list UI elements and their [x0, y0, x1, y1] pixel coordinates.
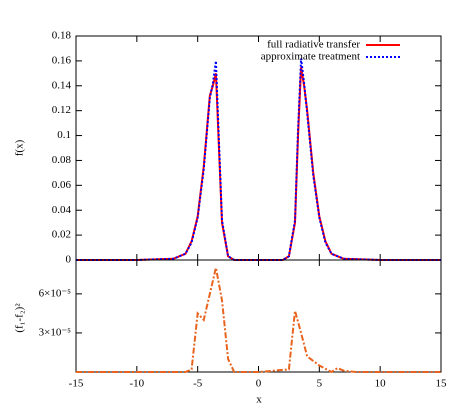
x-tick-label: 10: [375, 378, 387, 390]
y-tick-label: 0.14: [52, 79, 72, 91]
y-tick-label: 0.1: [57, 129, 71, 141]
x-tick-label: -5: [193, 378, 203, 390]
y-tick-label: 0.08: [52, 154, 72, 166]
y-tick-label: 0.02: [52, 229, 71, 241]
legend-label: approximate treatment: [261, 51, 360, 63]
data-line: [76, 267, 441, 374]
y-tick-label: 0.18: [52, 30, 72, 42]
x-tick-label: 0: [256, 378, 262, 390]
y-axis-label: (f₁-f₂)²: [14, 303, 26, 333]
y-tick-label: 3×10⁻⁵: [39, 326, 72, 338]
plot-frame: [75, 35, 442, 261]
x-tick-label: -15: [69, 378, 84, 390]
data-line: [76, 66, 441, 261]
x-tick-label: 5: [317, 378, 323, 390]
y-axis-label: f(x): [14, 139, 26, 156]
y-tick-label: 0.04: [52, 204, 72, 216]
legend-label: full radiative transfer: [267, 39, 360, 51]
y-tick-label: 0.06: [52, 179, 72, 191]
y-tick-label: 0.16: [52, 54, 72, 66]
x-axis-label: x: [256, 394, 262, 406]
data-line: [76, 58, 441, 261]
x-tick-label: 15: [436, 378, 448, 390]
plot-frame: [75, 259, 442, 373]
y-tick-label: 6×10⁻⁵: [39, 287, 72, 299]
y-tick-label: 0: [66, 254, 72, 266]
x-tick-label: -10: [129, 378, 144, 390]
y-tick-label: 0.12: [52, 104, 71, 116]
